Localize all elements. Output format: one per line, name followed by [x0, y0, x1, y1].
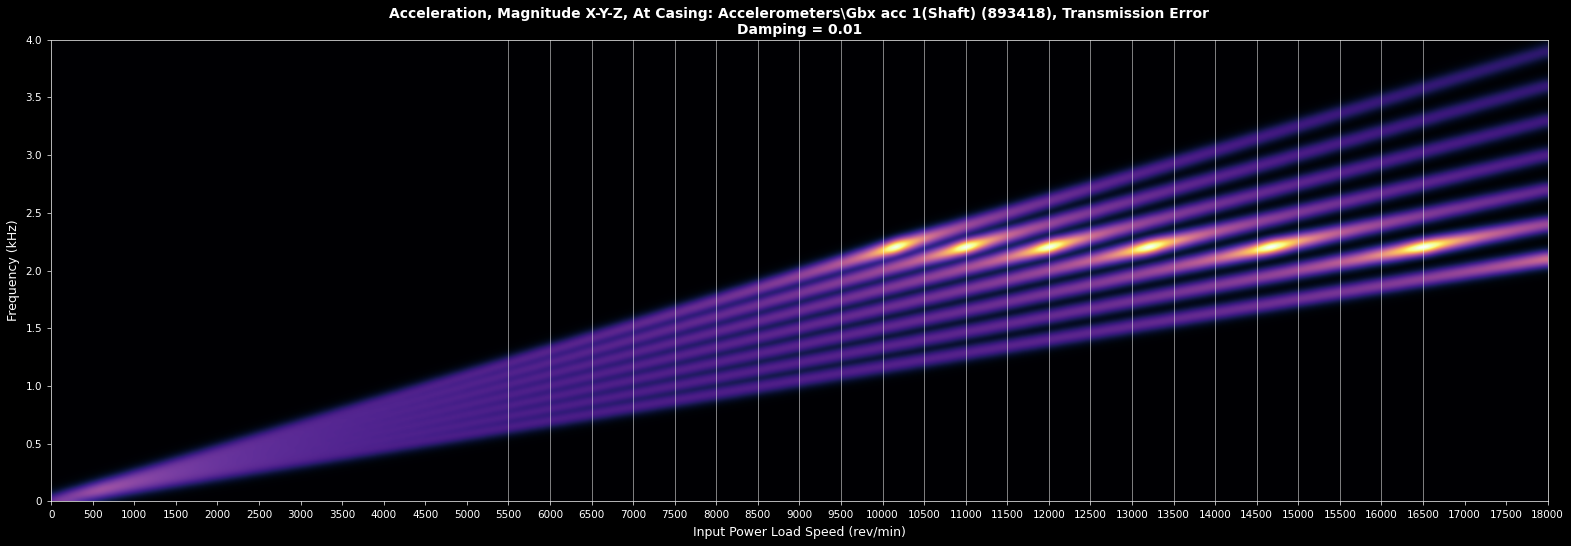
Title: Acceleration, Magnitude X-Y-Z, At Casing: Accelerometers\Gbx acc 1(Shaft) (89341: Acceleration, Magnitude X-Y-Z, At Casing… [390, 7, 1210, 37]
Y-axis label: Frequency (kHz): Frequency (kHz) [6, 220, 20, 322]
X-axis label: Input Power Load Speed (rev/min): Input Power Load Speed (rev/min) [693, 526, 906, 539]
